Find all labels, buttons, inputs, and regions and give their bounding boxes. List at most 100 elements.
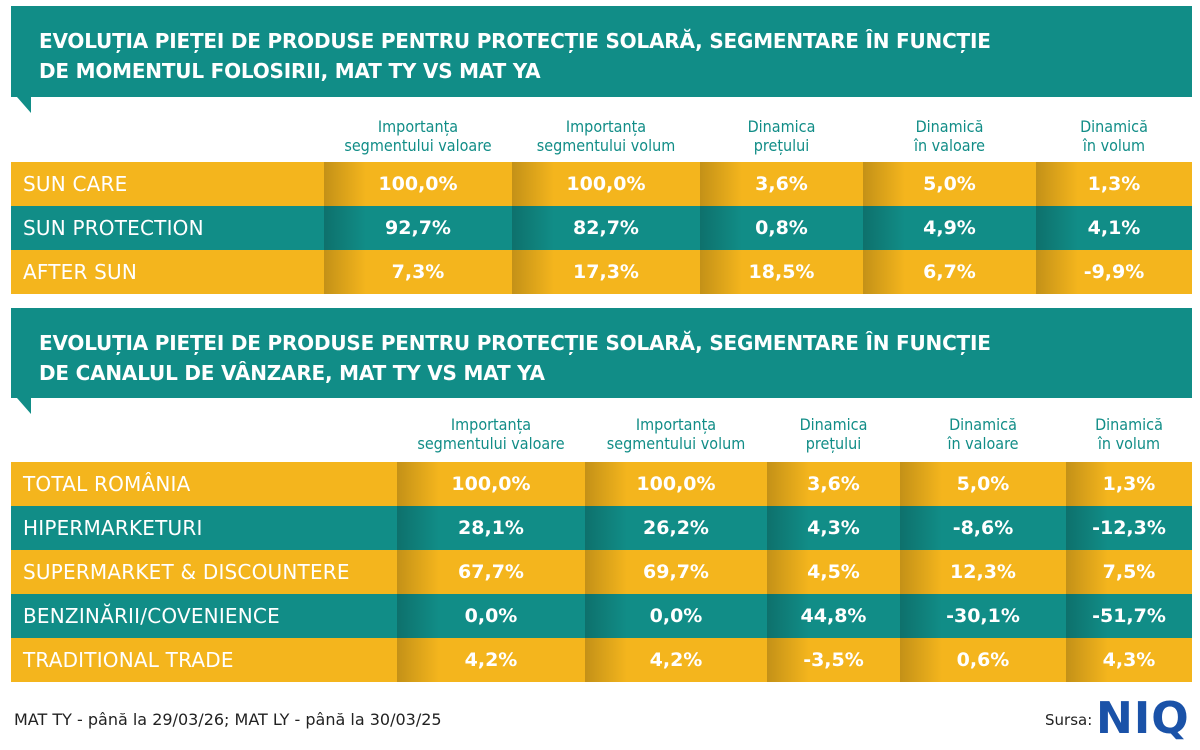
- table-cell: 28,1%: [397, 506, 585, 550]
- column-header-line: segmentului valoare: [417, 434, 565, 453]
- table-cell: 67,7%: [397, 550, 585, 594]
- column-header-line: Importanța: [635, 415, 717, 434]
- table-cell: 4,1%: [1036, 206, 1192, 250]
- column-header: Importanța segmentului volum: [512, 117, 700, 155]
- table-cell: 3,6%: [767, 462, 900, 506]
- cell-value: 44,8%: [800, 605, 867, 627]
- cell-value: 4,1%: [1087, 217, 1141, 239]
- row-label: BENZINĂRII/COVENIENCE: [23, 604, 280, 628]
- table-cell: 1,3%: [1066, 462, 1192, 506]
- table-cell: -30,1%: [900, 594, 1066, 638]
- table-2-title-line-2: DE CANALUL DE VÂNZARE, MAT TY VS MAT YA: [39, 361, 545, 385]
- table-row: SUPERMARKET & DISCOUNTERE 67,7% 69,7% 4,5% 1…: [11, 550, 1192, 594]
- column-header: Dinamică în volum: [1066, 415, 1192, 453]
- column-header-line: în volum: [1082, 136, 1146, 155]
- column-header-line: Dinamica: [799, 415, 868, 434]
- niq-logo: NIQ: [1096, 693, 1190, 744]
- column-header-line: Importanța: [377, 117, 459, 136]
- row-label: SUPERMARKET & DISCOUNTERE: [23, 560, 350, 584]
- cell-value: 100,0%: [451, 473, 531, 495]
- table-row: HIPERMARKETURI 28,1% 26,2% 4,3% -8,6% -12,3%: [11, 506, 1192, 550]
- table-row: TOTAL ROMÂNIA 100,0% 100,0% 3,6% 5,0% 1,3%: [11, 462, 1192, 506]
- table-cell: 100,0%: [512, 162, 700, 206]
- cell-value: 0,8%: [755, 217, 808, 239]
- column-header-line: în valoare: [913, 136, 986, 155]
- table-row: TRADITIONAL TRADE 4,2% 4,2% -3,5% 0,6% 4,3%: [11, 638, 1192, 682]
- cell-value: 4,3%: [807, 517, 860, 539]
- cell-value: -12,3%: [1092, 517, 1166, 539]
- cell-value: 0,0%: [464, 605, 518, 627]
- row-label: AFTER SUN: [23, 260, 138, 284]
- table-1-title-line-2: DE MOMENTUL FOLOSIRII, MAT TY VS MAT YA: [39, 59, 541, 83]
- cell-value: 7,5%: [1102, 561, 1156, 583]
- table-cell: 0,8%: [700, 206, 863, 250]
- cell-value: 100,0%: [636, 473, 716, 495]
- cell-value: 4,3%: [1102, 649, 1156, 671]
- column-header-line: în valoare: [947, 434, 1019, 453]
- column-header: Dinamica prețului: [767, 415, 900, 453]
- cell-value: 5,0%: [956, 473, 1010, 495]
- table-cell: 17,3%: [512, 250, 700, 294]
- cell-value: 0,6%: [956, 649, 1010, 671]
- table-row: SUN CARE 100,0% 100,0% 3,6% 5,0% 1,3%: [11, 162, 1192, 206]
- column-header-line: segmentului volum: [536, 136, 676, 155]
- row-label: TRADITIONAL TRADE: [23, 648, 234, 672]
- table-row: BENZINĂRII/COVENIENCE 0,0% 0,0% 44,8% -30,1%…: [11, 594, 1192, 638]
- table-1: SUN CARE 100,0% 100,0% 3,6% 5,0% 1,3% SUN PROT…: [11, 162, 1192, 294]
- cell-value: 4,2%: [464, 649, 518, 671]
- table-2-title-line-1: EVOLUȚIA PIEȚEI DE PRODUSE PENTRU PROTEC…: [39, 331, 991, 355]
- table-cell: 4,3%: [1066, 638, 1192, 682]
- row-label: HIPERMARKETURI: [23, 516, 203, 540]
- cell-value: 17,3%: [573, 261, 639, 283]
- column-header-line: segmentului valoare: [344, 136, 492, 155]
- column-header-line: Dinamică: [1095, 415, 1163, 434]
- table-cell: 0,0%: [397, 594, 585, 638]
- column-header: Dinamică în valoare: [863, 117, 1036, 155]
- table-cell: 7,5%: [1066, 550, 1192, 594]
- table-cell: -51,7%: [1066, 594, 1192, 638]
- column-header: Importanța segmentului valoare: [324, 117, 512, 155]
- table-cell: 7,3%: [324, 250, 512, 294]
- cell-value: 69,7%: [643, 561, 709, 583]
- column-header-line: Importanța: [565, 117, 647, 136]
- cell-value: 7,3%: [391, 261, 445, 283]
- column-header-line: prețului: [753, 136, 810, 155]
- table-cell: 18,5%: [700, 250, 863, 294]
- table-cell: 100,0%: [324, 162, 512, 206]
- cell-value: 4,9%: [923, 217, 976, 239]
- cell-value: 67,7%: [458, 561, 524, 583]
- table-cell: 3,6%: [700, 162, 863, 206]
- cell-value: 18,5%: [748, 261, 815, 283]
- column-header: Importanța segmentului volum: [585, 415, 767, 453]
- column-header-line: în volum: [1097, 434, 1161, 453]
- cell-value: -30,1%: [946, 605, 1020, 627]
- column-header-line: Dinamică: [1080, 117, 1148, 136]
- table-1-title-banner: EVOLUȚIA PIEȚEI DE PRODUSE PENTRU PROTEC…: [11, 6, 1192, 113]
- cell-value: 3,6%: [755, 173, 808, 195]
- table-cell: 12,3%: [900, 550, 1066, 594]
- table-cell: 4,2%: [585, 638, 767, 682]
- table-cell: 0,0%: [585, 594, 767, 638]
- row-label: SUN CARE: [23, 172, 128, 196]
- cell-value: 4,5%: [807, 561, 860, 583]
- table-2-title-banner: EVOLUȚIA PIEȚEI DE PRODUSE PENTRU PROTEC…: [11, 308, 1192, 414]
- table-cell: 4,3%: [767, 506, 900, 550]
- column-header: Importanța segmentului valoare: [397, 415, 585, 453]
- table-cell: -3,5%: [767, 638, 900, 682]
- table-cell: -8,6%: [900, 506, 1066, 550]
- column-header: Dinamica prețului: [700, 117, 863, 155]
- table-cell: 5,0%: [900, 462, 1066, 506]
- column-header-line: Dinamică: [915, 117, 984, 136]
- table-cell: 5,0%: [863, 162, 1036, 206]
- table-cell: 4,2%: [397, 638, 585, 682]
- cell-value: 1,3%: [1102, 473, 1156, 495]
- cell-value: -9,9%: [1083, 261, 1145, 283]
- cell-value: 100,0%: [378, 173, 458, 195]
- table-cell: 100,0%: [397, 462, 585, 506]
- cell-value: -51,7%: [1092, 605, 1166, 627]
- footnote: MAT TY - până la 29/03/26; MAT LY - până…: [14, 710, 442, 729]
- cell-value: 26,2%: [643, 517, 709, 539]
- source-label: Sursa:: [1045, 711, 1093, 729]
- cell-value: 12,3%: [950, 561, 1016, 583]
- table-cell: 82,7%: [512, 206, 700, 250]
